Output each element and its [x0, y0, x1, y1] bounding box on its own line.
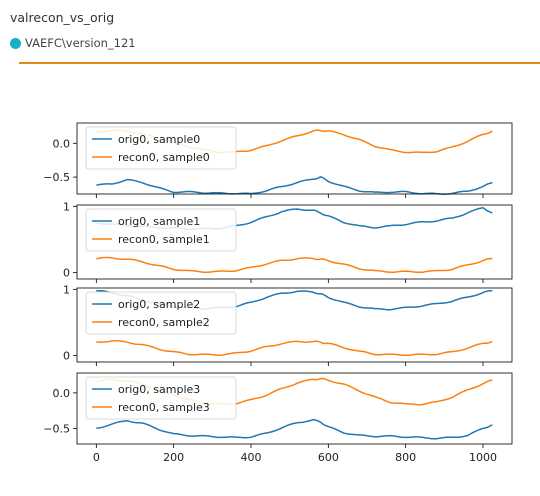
y-tick-label-3-0: 0.0: [53, 387, 71, 400]
run-dot-icon: [10, 37, 21, 49]
legend-box-3: [85, 376, 237, 420]
series-line-1-1: [96, 256, 493, 274]
run-name: VAEFC\version_121: [25, 36, 136, 50]
legend-label-2-0: orig0, sample2: [118, 298, 200, 311]
x-tick-label-3-1: 200: [163, 451, 184, 464]
card-divider: [19, 62, 540, 64]
y-tick-label-3-1: −0.5: [43, 422, 70, 435]
series-line-3-0: [96, 419, 493, 440]
y-tick-label-0-0: 0.0: [53, 137, 71, 150]
card-title: valrecon_vs_orig: [10, 10, 115, 25]
legend-box-2: [85, 291, 237, 335]
legend-label-3-1: recon0, sample3: [118, 401, 210, 414]
legend-label-1-1: recon0, sample1: [118, 233, 210, 246]
subplot-frame-2: [76, 287, 513, 363]
x-tick-label-3-4: 800: [395, 451, 416, 464]
series-line-2-1: [96, 340, 493, 357]
y-tick-label-2-0: 1: [63, 283, 70, 296]
subplot-frame-0: [76, 122, 513, 195]
subplot-frame-3: [76, 372, 513, 445]
legend-label-2-1: recon0, sample2: [118, 316, 210, 329]
legend-label-0-1: recon0, sample0: [118, 151, 210, 164]
series-line-0-0: [96, 175, 493, 195]
y-tick-label-1-0: 1: [63, 200, 70, 213]
y-tick-label-1-1: 0: [63, 266, 70, 279]
legend-label-3-0: orig0, sample3: [118, 383, 200, 396]
legend-label-0-0: orig0, sample0: [118, 133, 200, 146]
subplot-frame-1: [76, 204, 513, 280]
x-tick-label-3-3: 600: [318, 451, 339, 464]
y-tick-label-2-1: 0: [63, 349, 70, 362]
y-tick-label-0-1: −0.5: [43, 171, 70, 184]
legend-box-0: [85, 126, 237, 170]
legend-box-1: [85, 208, 237, 252]
x-tick-label-3-0: 0: [93, 451, 100, 464]
x-tick-label-3-2: 400: [241, 451, 262, 464]
x-tick-label-3-5: 1000: [469, 451, 497, 464]
run-legend[interactable]: VAEFC\version_121: [10, 35, 136, 51]
legend-label-1-0: orig0, sample1: [118, 215, 200, 228]
